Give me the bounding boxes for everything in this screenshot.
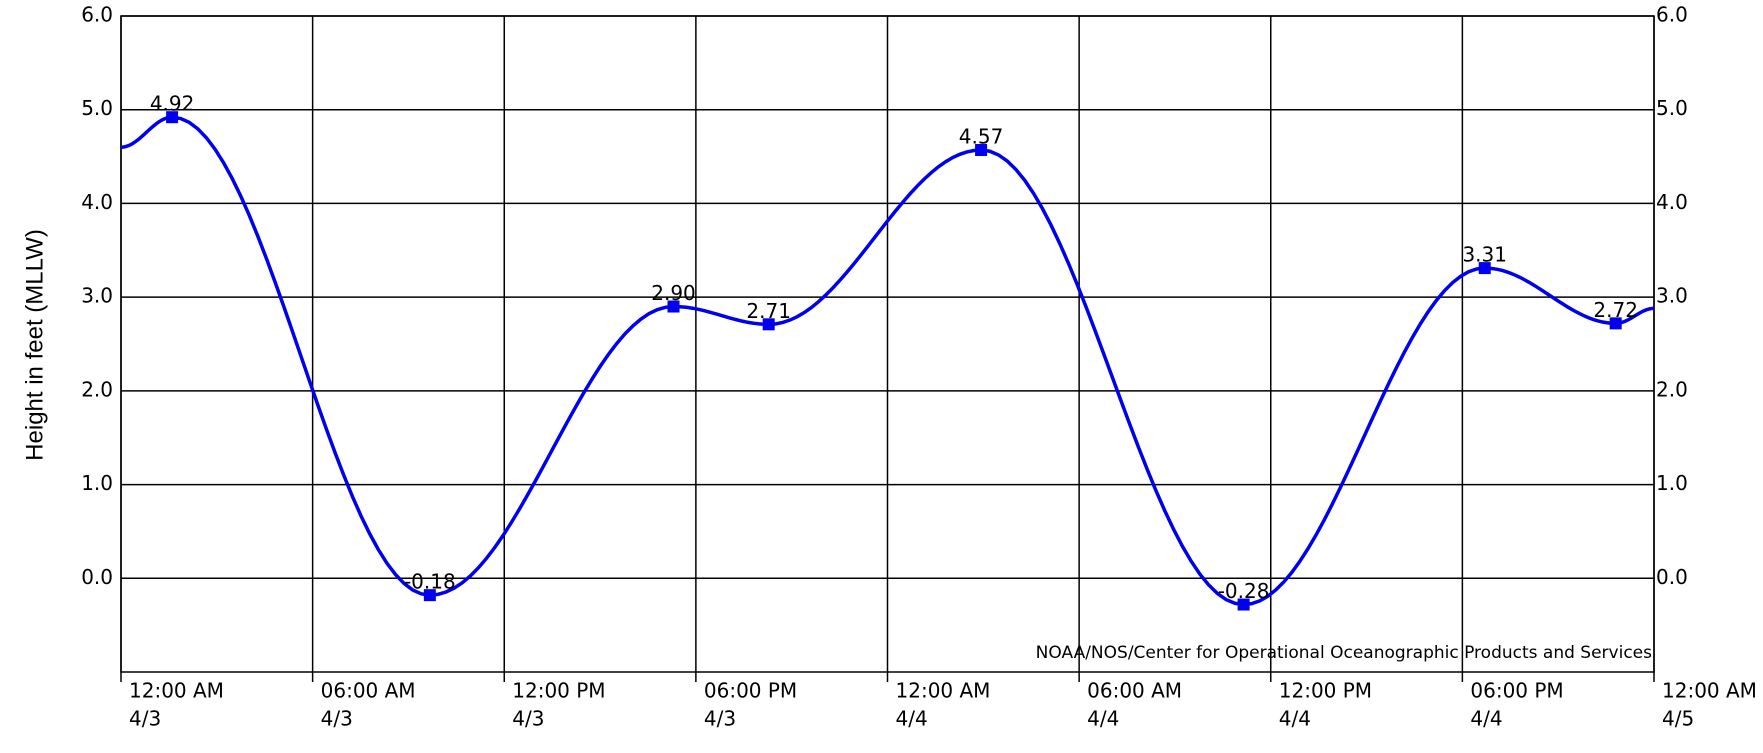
x-tick-label: 06:00 AM [1087,679,1182,703]
point-marker [1478,262,1491,275]
tide-line [120,115,1655,607]
x-tick-date: 4/4 [1279,707,1311,731]
x-tick-date: 4/4 [1087,707,1119,731]
x-tick-label: 12:00 PM [512,679,605,703]
y2-tick-label: 4.0 [1656,190,1688,214]
data-label: 2.71 [746,299,791,323]
y-tick-label: 3.0 [81,284,113,308]
x-tick-label: 12:00 AM [129,679,224,703]
x-tick-label: 12:00 AM [1662,679,1757,703]
y2-tick-label: 2.0 [1656,377,1688,401]
data-label: 4.57 [959,125,1004,149]
data-label: -0.18 [404,570,456,594]
data-label: 2.72 [1593,298,1638,322]
data-label: -0.28 [1218,579,1270,603]
y-tick-label: 6.0 [81,3,113,27]
y-axis-label: Height in feet (MLLW) [21,229,48,461]
point-marker [166,111,179,124]
x-tick-label: 06:00 PM [704,679,797,703]
x-tick-date: 4/3 [704,707,736,731]
y2-tick-label: 3.0 [1656,284,1688,308]
x-tick-date: 4/3 [512,707,544,731]
point-marker [667,300,680,313]
data-label: 3.31 [1462,243,1507,267]
y-tick-label: 5.0 [81,96,113,120]
y-tick-label: 2.0 [81,377,113,401]
x-tick-date: 4/3 [321,707,353,731]
y-tick-label: 0.0 [81,565,113,589]
data-label: 2.90 [651,281,696,305]
y2-tick-label: 0.0 [1656,565,1688,589]
attribution: NOAA/NOS/Center for Operational Oceanogr… [1036,643,1652,663]
y2-tick-label: 1.0 [1656,471,1688,495]
x-tick-date: 4/4 [896,707,928,731]
point-marker [1609,317,1622,330]
point-marker [423,589,436,602]
x-tick-label: 06:00 AM [321,679,416,703]
point-marker [975,144,988,157]
x-tick-label: 06:00 PM [1470,679,1563,703]
x-tick-label: 12:00 AM [896,679,991,703]
x-tick-date: 4/5 [1662,707,1694,731]
point-marker [762,318,775,331]
y2-tick-label: 5.0 [1656,96,1688,120]
data-label: 4.92 [150,92,195,116]
y-tick-label: 1.0 [81,471,113,495]
x-tick-label: 12:00 PM [1279,679,1372,703]
y2-tick-label: 6.0 [1656,3,1688,27]
x-tick-date: 4/4 [1470,707,1502,731]
x-tick-date: 4/3 [129,707,161,731]
point-marker [1237,598,1250,611]
y-tick-label: 4.0 [81,190,113,214]
